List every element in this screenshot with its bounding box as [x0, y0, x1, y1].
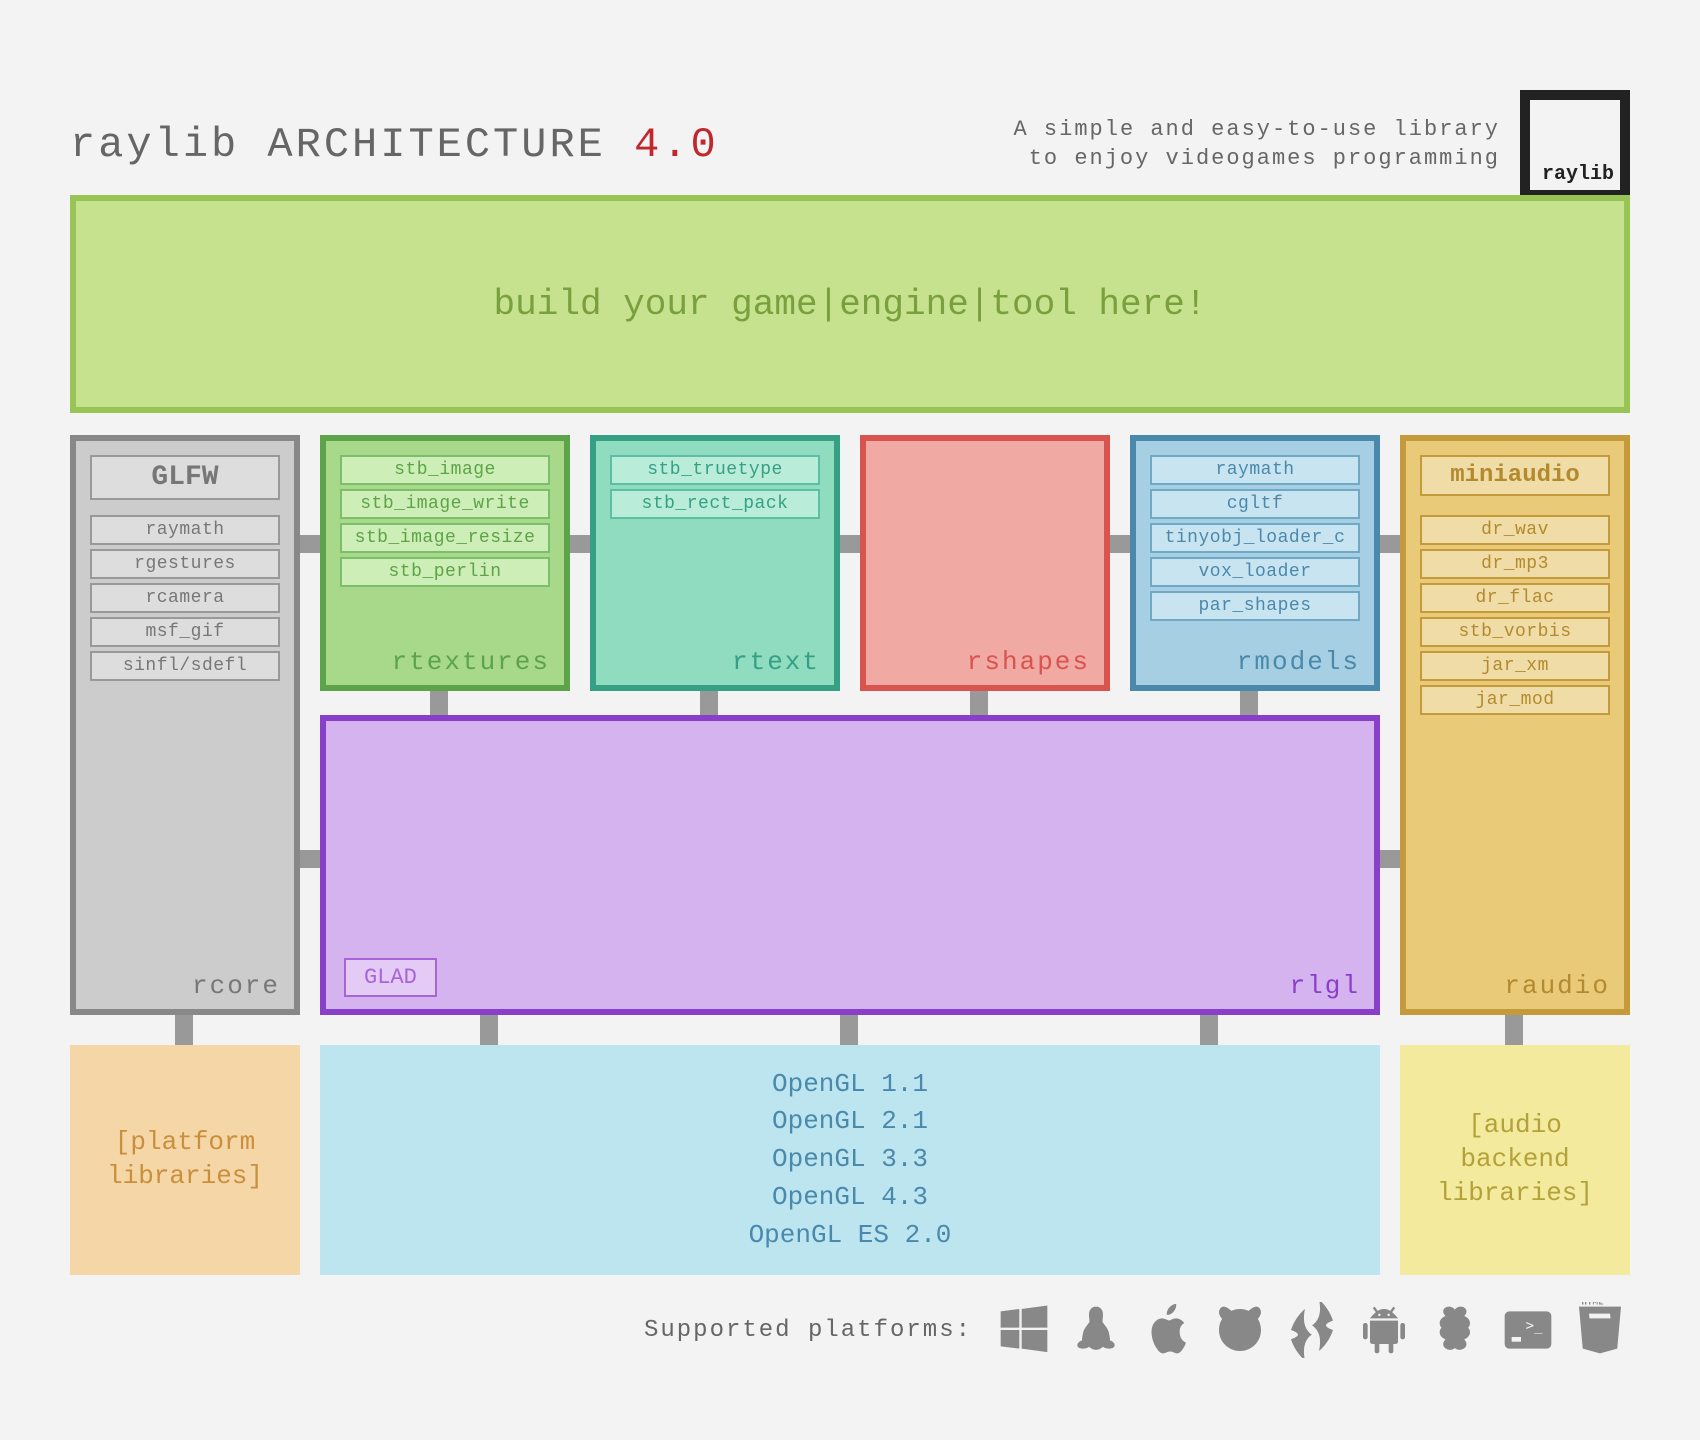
- html5-icon: HTML: [1570, 1300, 1630, 1360]
- dep-item: stb_image_write: [340, 489, 550, 519]
- connector: [970, 691, 988, 715]
- connector: [175, 1015, 193, 1045]
- top-banner-text: build your game|engine|tool here!: [494, 284, 1207, 325]
- header: raylib ARCHITECTURE 4.0 A simple and eas…: [70, 90, 1630, 200]
- dep-item: sinfl/sdefl: [90, 651, 280, 681]
- logo-text: raylib: [1542, 163, 1614, 186]
- connector: [840, 1015, 858, 1045]
- opengl-box: OpenGL 1.1 OpenGL 2.1 OpenGL 3.3 OpenGL …: [320, 1045, 1380, 1275]
- android-icon: [1354, 1300, 1414, 1360]
- freebsd-icon: [1210, 1300, 1270, 1360]
- connector: [1380, 535, 1400, 553]
- module-rshapes: rshapes: [860, 435, 1110, 691]
- module-rmodels: raymath cgltf tinyobj_loader_c vox_loade…: [1130, 435, 1380, 691]
- dep-item: stb_image_resize: [340, 523, 550, 553]
- dep-item: dr_flac: [1420, 583, 1610, 613]
- connector: [300, 850, 320, 868]
- subtitle: A simple and easy-to-use library to enjo…: [1014, 116, 1500, 173]
- dep-item: msf_gif: [90, 617, 280, 647]
- dep-item: dr_wav: [1420, 515, 1610, 545]
- connector: [1240, 691, 1258, 715]
- dep-item: raymath: [1150, 455, 1360, 485]
- rtextures-label: rtextures: [392, 647, 550, 677]
- dep-item: vox_loader: [1150, 557, 1360, 587]
- subtitle-line1: A simple and easy-to-use library: [1014, 116, 1500, 145]
- page-title: raylib ARCHITECTURE 4.0: [70, 121, 719, 169]
- title-version: 4.0: [634, 121, 719, 169]
- dep-item: jar_xm: [1420, 651, 1610, 681]
- dep-item: tinyobj_loader_c: [1150, 523, 1360, 553]
- connector: [570, 535, 590, 553]
- dep-item: stb_perlin: [340, 557, 550, 587]
- rshapes-label: rshapes: [967, 647, 1090, 677]
- connector: [1110, 535, 1130, 553]
- svg-text:>_: >_: [1526, 1318, 1543, 1334]
- opengl-line: OpenGL 4.3: [772, 1179, 928, 1217]
- rtextures-deps: stb_image stb_image_write stb_image_resi…: [340, 451, 550, 591]
- dep-item: raymath: [90, 515, 280, 545]
- linux-icon: [1066, 1300, 1126, 1360]
- rmodels-deps: raymath cgltf tinyobj_loader_c vox_loade…: [1150, 451, 1360, 625]
- module-raudio: miniaudio dr_wav dr_mp3 dr_flac stb_vorb…: [1400, 435, 1630, 1015]
- audio-libs-text: [audiobackendlibraries]: [1437, 1109, 1593, 1210]
- dep-item: jar_mod: [1420, 685, 1610, 715]
- module-rlgl: GLAD rlgl: [320, 715, 1380, 1015]
- raudio-header-dep: miniaudio: [1420, 455, 1610, 496]
- dep-item: stb_vorbis: [1420, 617, 1610, 647]
- rcore-label: rcore: [192, 971, 280, 1001]
- dep-item: rcamera: [90, 583, 280, 613]
- rlgl-glad: GLAD: [344, 958, 437, 997]
- platforms-row: Supported platforms: >_ HTML: [0, 1300, 1630, 1360]
- connector: [480, 1015, 498, 1045]
- windows-icon: [994, 1300, 1054, 1360]
- connector: [1200, 1015, 1218, 1045]
- opengl-line: OpenGL 1.1: [772, 1066, 928, 1104]
- dep-item: cgltf: [1150, 489, 1360, 519]
- rtext-deps: stb_truetype stb_rect_pack: [610, 451, 820, 523]
- opengl-line: OpenGL ES 2.0: [749, 1217, 952, 1255]
- rtext-label: rtext: [732, 647, 820, 677]
- apple-icon: [1138, 1300, 1198, 1360]
- audio-libs-box: [audiobackendlibraries]: [1400, 1045, 1630, 1275]
- rlgl-label: rlgl: [1290, 971, 1360, 1001]
- connector: [700, 691, 718, 715]
- top-banner: build your game|engine|tool here!: [70, 195, 1630, 413]
- platform-libs-text: [platformlibraries]: [107, 1126, 263, 1194]
- haiku-icon: [1282, 1300, 1342, 1360]
- raspberry-icon: [1426, 1300, 1486, 1360]
- connector: [1380, 850, 1400, 868]
- dep-item: dr_mp3: [1420, 549, 1610, 579]
- subtitle-line2: to enjoy videogames programming: [1014, 145, 1500, 174]
- dep-item: stb_image: [340, 455, 550, 485]
- platforms-label: Supported platforms:: [644, 1317, 972, 1344]
- rcore-deps: raymath rgestures rcamera msf_gif sinfl/…: [90, 511, 280, 685]
- module-rcore: GLFW raymath rgestures rcamera msf_gif s…: [70, 435, 300, 1015]
- raylib-logo: raylib: [1520, 90, 1630, 200]
- dep-item: par_shapes: [1150, 591, 1360, 621]
- connector: [840, 535, 860, 553]
- module-rtext: stb_truetype stb_rect_pack rtext: [590, 435, 840, 691]
- connector: [1505, 1015, 1523, 1045]
- dep-item: rgestures: [90, 549, 280, 579]
- platform-libs-box: [platformlibraries]: [70, 1045, 300, 1275]
- title-main: raylib ARCHITECTURE: [70, 121, 634, 169]
- opengl-line: OpenGL 3.3: [772, 1141, 928, 1179]
- opengl-line: OpenGL 2.1: [772, 1103, 928, 1141]
- connector: [430, 691, 448, 715]
- dep-item: stb_truetype: [610, 455, 820, 485]
- raudio-deps: dr_wav dr_mp3 dr_flac stb_vorbis jar_xm …: [1420, 511, 1610, 719]
- module-rtextures: stb_image stb_image_write stb_image_resi…: [320, 435, 570, 691]
- svg-text:HTML: HTML: [1581, 1302, 1604, 1307]
- rcore-header-dep: GLFW: [90, 455, 280, 500]
- connector: [300, 535, 320, 553]
- raspberry-pi-icon: >_: [1498, 1300, 1558, 1360]
- dep-item: stb_rect_pack: [610, 489, 820, 519]
- raudio-label: raudio: [1504, 971, 1610, 1001]
- rmodels-label: rmodels: [1237, 647, 1360, 677]
